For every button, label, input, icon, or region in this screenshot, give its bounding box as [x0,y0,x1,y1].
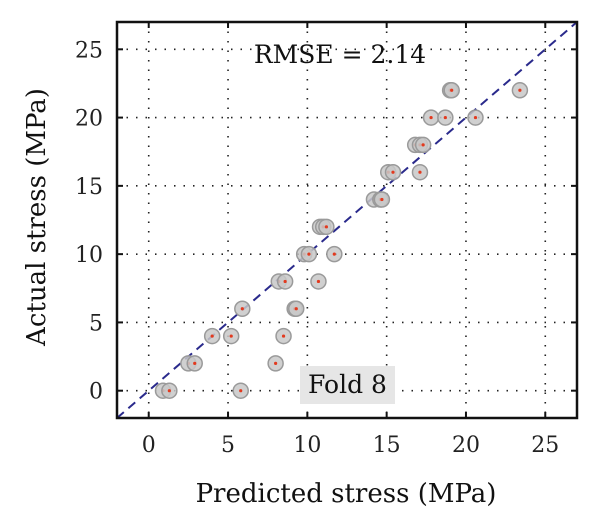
y-tick-label: 10 [75,243,103,268]
point-center [473,115,478,120]
x-tick-label: 15 [373,433,401,458]
data-point [384,163,402,181]
x-tick-label: 25 [531,433,559,458]
data-point [276,273,294,290]
y-tick-label: 20 [75,107,103,132]
data-point [186,355,203,372]
data-point [511,82,529,99]
point-center [167,389,171,393]
point-center [229,334,233,338]
data-point [318,218,335,236]
data-point [161,382,178,399]
data-point [267,355,284,372]
data-point [443,82,460,99]
y-tick-label: 15 [75,175,103,200]
data-point [373,191,391,208]
x-tick-label: 5 [221,433,235,458]
point-center [450,88,454,92]
point-center [210,334,214,338]
y-tick-label: 0 [89,380,103,405]
x-axis-label: Predicted stress (MPa) [196,479,497,509]
point-center [332,252,336,256]
point-center [443,115,447,120]
data-point [467,109,484,126]
data-point [234,300,251,318]
point-center [316,279,321,284]
x-tick-label: 0 [142,433,156,458]
data-point [232,382,249,399]
rmse-annotation: RMSE = 2.14 [254,40,426,69]
x-tick-label: 10 [293,433,321,458]
plot-frame [115,20,579,420]
data-point [422,109,440,126]
data-point [326,245,343,263]
y-axis-label: Actual stress (MPa) [22,88,52,347]
data-point [222,327,240,345]
identity-line [116,21,578,419]
data-point [275,327,292,345]
axis-ticks: 0 5 10 15 20 25 0 5 10 15 20 25 [75,22,577,458]
data-point [203,327,221,345]
fold-label: Fold 8 [308,370,387,399]
grid-lines [117,22,577,418]
data-point [411,163,429,181]
x-tick-label: 20 [452,433,480,458]
point-center [239,389,243,393]
data-point [310,273,327,290]
point-center [193,361,197,365]
point-center [418,170,422,174]
data-point [287,300,305,318]
y-tick-label: 25 [75,38,103,63]
data-points [154,82,529,399]
data-point [414,136,432,154]
point-center [429,115,433,120]
point-center [324,225,328,229]
point-center [421,143,425,147]
data-point [437,109,454,126]
point-center [294,307,298,311]
point-center [518,88,522,92]
data-point [300,245,318,263]
fold-label-background [300,366,395,404]
point-center [307,252,311,256]
identity-line-layer [116,21,578,419]
point-center [283,279,287,284]
point-center [240,307,244,311]
point-center [391,170,395,174]
point-center [380,197,384,202]
y-tick-label: 5 [89,311,103,336]
point-center [274,361,278,365]
point-center [281,334,286,338]
